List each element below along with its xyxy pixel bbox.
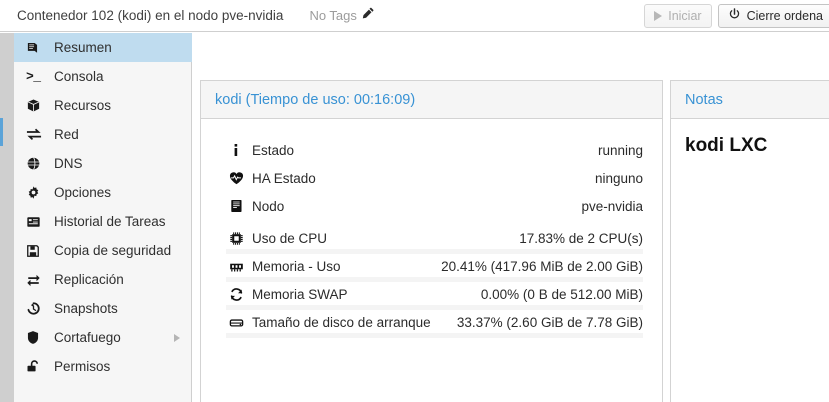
permissions-lock-icon: [26, 359, 44, 374]
status-row-value: pve-nvidia: [581, 198, 643, 214]
chevron-right-icon: [174, 333, 180, 342]
sidebar-item-label: Copia de seguridad: [54, 243, 172, 258]
sidebar-item-consola[interactable]: >_ Consola: [14, 62, 192, 91]
status-rows: Estado running HA Estado ninguno: [201, 119, 662, 338]
sidebar-splitter-rail[interactable]: [0, 33, 14, 402]
gauge-row-label: Uso de CPU: [252, 230, 328, 246]
notes-content-wrap: kodi LXC: [671, 119, 829, 157]
sidebar-item-cortafuego[interactable]: Cortafuego: [14, 323, 192, 352]
status-panel-body: Estado running HA Estado ninguno: [201, 119, 662, 402]
status-panel-title: kodi (Tiempo de uso: 00:16:09): [215, 91, 416, 108]
cpu-progress-bar: [226, 249, 643, 254]
splitter-handle[interactable]: [0, 118, 3, 146]
swap-progress-bar: [226, 305, 643, 310]
sidebar-item-red[interactable]: Red: [14, 120, 192, 149]
notes-panel-title: Notas: [685, 91, 723, 108]
gauge-row-value: 20.41% (417.96 MiB de 2.00 GiB): [441, 258, 643, 274]
gauge-row-disco: Tamaño de disco de arranque 33.37% (2.60…: [226, 308, 643, 338]
gauge-row-label: Memoria - Uso: [252, 258, 341, 274]
tags-area[interactable]: No Tags: [309, 7, 374, 25]
sidebar-item-label: Red: [54, 127, 79, 142]
sidebar: Resumen >_ Consola Recursos: [0, 33, 192, 402]
firewall-shield-icon: [26, 330, 44, 345]
sidebar-item-label: DNS: [54, 156, 83, 171]
node-server-icon: [226, 199, 246, 213]
sidebar-item-label: Recursos: [54, 98, 112, 113]
replication-arrows-icon: [26, 272, 44, 287]
backup-floppy-icon: [26, 244, 44, 258]
sidebar-item-historial-de-tareas[interactable]: Historial de Tareas: [14, 207, 192, 236]
gauge-row-cpu: Uso de CPU 17.83% de 2 CPU(s): [226, 224, 643, 254]
sidebar-item-label: Opciones: [54, 185, 112, 200]
main-content: kodi (Tiempo de uso: 00:16:09) Estado ru…: [193, 33, 829, 402]
shutdown-button[interactable]: Cierre ordena: [717, 4, 829, 28]
sidebar-nav: Resumen >_ Consola Recursos: [14, 33, 192, 381]
notes-panel-header: Notas: [671, 81, 829, 119]
status-row-estado: Estado running: [226, 136, 643, 164]
network-arrows-icon: [26, 127, 44, 142]
sidebar-item-label: Permisos: [54, 359, 111, 374]
status-row-label: Estado: [252, 142, 295, 158]
notes-panel: Notas kodi LXC: [670, 80, 829, 402]
header-action-buttons: Iniciar Cierre ordena: [644, 4, 829, 28]
sidebar-item-label: Consola: [54, 69, 104, 84]
memory-progress-bar: [226, 277, 643, 282]
shutdown-button-label: Cierre ordena: [746, 9, 823, 23]
sidebar-item-label: Resumen: [54, 40, 112, 55]
resources-cube-icon: [26, 98, 44, 113]
disk-progress-bar: [226, 333, 643, 338]
status-row-value: ninguno: [594, 170, 643, 186]
dns-globe-icon: [26, 156, 44, 171]
power-icon: [728, 8, 741, 24]
notes-content: kodi LXC: [685, 135, 768, 156]
sidebar-item-dns[interactable]: DNS: [14, 149, 192, 178]
gauge-row-memoria: Memoria - Uso 20.41% (417.96 MiB de 2.00…: [226, 252, 643, 282]
status-row-value: running: [597, 142, 643, 158]
sidebar-item-replicacion[interactable]: Replicación: [14, 265, 192, 294]
sidebar-item-opciones[interactable]: Opciones: [14, 178, 192, 207]
status-panel: kodi (Tiempo de uso: 00:16:09) Estado ru…: [200, 80, 663, 402]
status-row-ha-estado: HA Estado ninguno: [226, 164, 643, 192]
page-title: Contenedor 102 (kodi) en el nodo pve-nvi…: [17, 8, 284, 23]
memory-icon: [226, 260, 246, 273]
status-row-label: Nodo: [252, 198, 285, 214]
sidebar-item-snapshots[interactable]: Snapshots: [14, 294, 192, 323]
sidebar-item-permisos[interactable]: Permisos: [14, 352, 192, 381]
tags-label: No Tags: [309, 8, 357, 23]
sidebar-item-recursos[interactable]: Recursos: [14, 91, 192, 120]
sidebar-item-label: Replicación: [54, 272, 124, 287]
start-button-label: Iniciar: [668, 9, 702, 23]
play-icon: [654, 11, 663, 21]
sidebar-item-copia-de-seguridad[interactable]: Copia de seguridad: [14, 236, 192, 265]
sidebar-item-label: Cortafuego: [54, 330, 121, 345]
gauge-row-swap: Memoria SWAP 0.00% (0 B de 512.00 MiB): [226, 280, 643, 310]
sidebar-item-label: Snapshots: [54, 301, 118, 316]
gauge-row-value: 33.37% (2.60 GiB de 7.78 GiB): [456, 314, 643, 330]
options-gear-icon: [26, 185, 44, 200]
task-history-list-icon: [26, 215, 44, 229]
sidebar-item-label: Historial de Tareas: [54, 214, 166, 229]
gauge-row-value: 0.00% (0 B de 512.00 MiB): [480, 286, 643, 302]
summary-book-icon: [26, 40, 44, 55]
start-button[interactable]: Iniciar: [644, 4, 712, 28]
notes-panel-body[interactable]: kodi LXC: [671, 119, 829, 402]
info-icon: [226, 143, 246, 157]
page-header: Contenedor 102 (kodi) en el nodo pve-nvi…: [0, 0, 829, 32]
pencil-icon[interactable]: [362, 7, 375, 25]
swap-refresh-icon: [226, 287, 246, 302]
gauge-row-label: Tamaño de disco de arranque: [252, 314, 431, 330]
sidebar-item-resumen[interactable]: Resumen: [14, 33, 192, 62]
snapshot-clock-icon: [26, 301, 44, 316]
status-row-label: HA Estado: [252, 170, 316, 186]
harddisk-icon: [226, 316, 246, 329]
console-prompt-icon: >_: [26, 69, 41, 84]
gauge-row-label: Memoria SWAP: [252, 286, 348, 302]
status-row-nodo: Nodo pve-nvidia: [226, 192, 643, 220]
status-panel-header: kodi (Tiempo de uso: 00:16:09): [201, 81, 662, 119]
gauge-row-value: 17.83% de 2 CPU(s): [519, 230, 643, 246]
cpu-chip-icon: [226, 231, 246, 246]
heartbeat-icon: [226, 171, 246, 185]
